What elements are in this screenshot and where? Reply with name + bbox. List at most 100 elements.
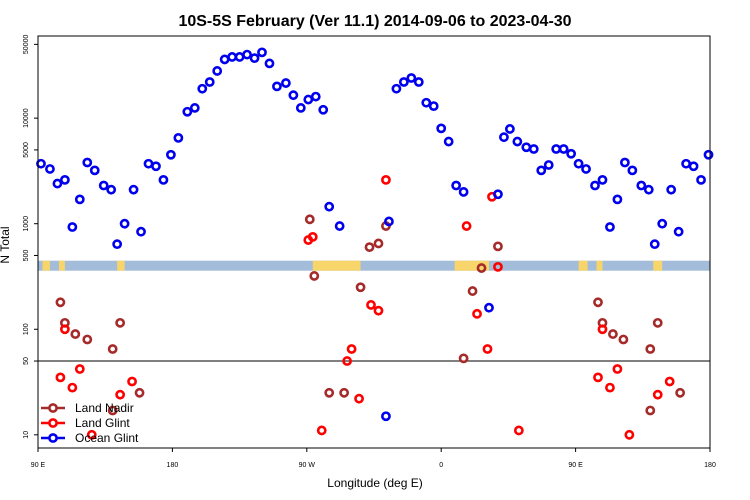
ocean-band	[38, 260, 710, 271]
ocean-glint-point	[173, 132, 184, 143]
land-glint-point	[74, 364, 85, 374]
x-tick-label: 0	[439, 462, 443, 469]
ocean-glint-point	[643, 184, 654, 195]
ocean-glint-point	[413, 77, 424, 87]
ocean-glint-point	[666, 184, 677, 195]
ocean-glint-point	[597, 174, 608, 185]
legend-marker	[48, 403, 58, 413]
legend-marker	[48, 433, 58, 443]
y-tick-label: 1000	[23, 216, 30, 232]
ocean-glint-point	[566, 148, 577, 159]
land-patch	[653, 260, 663, 271]
ocean-glint-point	[649, 239, 660, 250]
land-glint-point	[597, 324, 608, 335]
y-tick-label: 10000	[23, 108, 30, 128]
land-glint-point	[482, 344, 493, 354]
x-tick-label: 180	[167, 462, 179, 469]
land-nadir-point	[70, 329, 81, 339]
ocean-glint-point	[391, 83, 402, 94]
land-nadir-point	[324, 387, 335, 398]
land-glint-point	[461, 221, 472, 231]
land-glint-point	[652, 389, 663, 400]
ocean-glint-point	[227, 52, 238, 62]
land-glint-point	[624, 429, 635, 440]
land-nadir-point	[645, 405, 656, 416]
land-glint-point	[605, 382, 615, 393]
ocean-glint-point	[657, 218, 668, 229]
ocean-glint-point	[521, 142, 532, 153]
ocean-glint-point	[45, 164, 55, 174]
land-patch	[312, 260, 361, 271]
legend-label: Ocean Glint	[75, 431, 139, 445]
land-glint-point	[493, 261, 503, 272]
ocean-glint-point	[406, 73, 417, 83]
land-glint-point	[354, 393, 364, 404]
ocean-glint-point	[703, 149, 714, 160]
ocean-glint-point	[605, 222, 615, 232]
ocean-glint-point	[673, 226, 684, 237]
land-patch	[117, 260, 125, 271]
ocean-glint-point	[204, 77, 215, 87]
chart-title: 10S-5S February (Ver 11.1) 2014-09-06 to…	[178, 13, 571, 30]
ocean-glint-point	[436, 123, 447, 134]
y-tick-label: 10	[23, 431, 30, 439]
x-tick-label: 90 W	[299, 462, 316, 469]
land-nadir-point	[115, 317, 126, 328]
ocean-glint-point	[324, 201, 335, 212]
ocean-glint-point	[493, 189, 503, 200]
legend-label: Land Glint	[75, 416, 130, 430]
ocean-glint-point	[334, 221, 345, 231]
land-glint-point	[346, 344, 357, 354]
land-nadir-point	[467, 286, 478, 296]
land-nadir-point	[304, 214, 315, 225]
ocean-glint-point	[681, 158, 692, 169]
ocean-glint-point	[384, 216, 394, 227]
ocean-glint-point	[528, 144, 539, 154]
y-tick-label: 100	[23, 323, 30, 335]
land-band	[38, 260, 710, 271]
land-nadir-point	[458, 353, 469, 364]
ocean-glint-point	[98, 180, 109, 191]
ocean-glint-point	[543, 160, 554, 170]
ocean-glint-point	[59, 174, 70, 185]
ocean-glint-point	[303, 94, 314, 105]
ocean-glint-point	[558, 144, 569, 154]
ocean-glint-point	[182, 106, 193, 117]
land-glint-point	[316, 425, 327, 436]
ocean-glint-point	[398, 77, 409, 87]
land-nadir-point	[355, 282, 366, 293]
ocean-glint-point	[136, 226, 146, 237]
land-nadir-point	[593, 297, 603, 308]
land-glint-point	[381, 174, 391, 185]
land-glint-point	[307, 231, 318, 242]
land-patch	[42, 260, 50, 271]
data-points	[36, 47, 714, 440]
land-nadir-point	[476, 263, 487, 273]
ocean-glint-point	[158, 174, 169, 185]
ocean-glint-point	[499, 132, 509, 143]
ocean-glint-point	[119, 218, 130, 229]
land-patch	[578, 260, 588, 271]
ocean-glint-point	[257, 47, 267, 58]
ocean-glint-point	[295, 103, 306, 113]
land-nadir-point	[82, 334, 93, 345]
ocean-glint-point	[166, 149, 176, 160]
ocean-glint-point	[74, 194, 85, 205]
land-glint-point	[593, 372, 603, 383]
land-glint-point	[513, 425, 524, 436]
land-glint-point	[664, 376, 675, 387]
ocean-glint-point	[310, 91, 321, 102]
legend-label: Land Nadir	[75, 401, 134, 415]
ocean-glint-point	[581, 164, 591, 174]
y-tick-label: 5000	[23, 142, 30, 158]
ocean-glint-point	[82, 157, 93, 168]
land-glint-point	[612, 364, 623, 374]
ocean-glint-point	[421, 97, 432, 108]
land-nadir-point	[618, 334, 629, 345]
land-nadir-point	[309, 271, 320, 281]
plot-frame	[37, 35, 711, 449]
ocean-glint-point	[428, 101, 439, 112]
ocean-glint-point	[242, 49, 252, 60]
ocean-glint-point	[189, 103, 200, 113]
